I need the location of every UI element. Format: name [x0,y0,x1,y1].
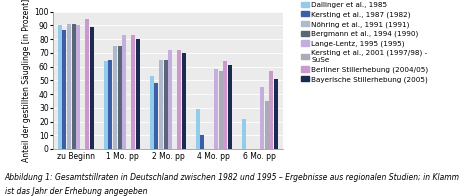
Bar [269,71,273,149]
Bar [67,24,71,149]
Legend: Dallinger et al., 1985, Kersting et al., 1987 (1982), Nöhring et al., 1991 (1991: Dallinger et al., 1985, Kersting et al.,… [301,2,427,83]
Bar [58,25,62,149]
Bar [90,27,94,149]
Bar [108,60,112,149]
Bar [168,50,172,149]
Bar [223,61,227,149]
Bar [136,39,140,149]
Bar [182,53,186,149]
Bar [228,65,232,149]
Bar [214,69,218,149]
Bar [122,35,126,149]
Bar [260,87,264,149]
Bar [163,60,168,149]
Bar [274,79,277,149]
Text: Abbildung 1: Gesamtstillraten in Deutschland zwischen 1982 und 1995 – Ergebnisse: Abbildung 1: Gesamtstillraten in Deutsch… [5,173,459,182]
Bar [264,101,269,149]
Bar [131,35,135,149]
Bar [159,60,163,149]
Text: ist das Jahr der Erhebung angegeben: ist das Jahr der Erhebung angegeben [5,187,147,196]
Bar [150,76,154,149]
Bar [104,61,108,149]
Y-axis label: Anteil der gestillten Säuglinge [in Prozent]: Anteil der gestillten Säuglinge [in Proz… [22,0,31,162]
Bar [196,109,200,149]
Bar [76,25,80,149]
Bar [118,46,122,149]
Bar [241,119,246,149]
Bar [177,50,181,149]
Bar [72,24,76,149]
Bar [218,71,223,149]
Bar [113,46,117,149]
Bar [85,19,90,149]
Bar [200,135,204,149]
Bar [62,30,67,149]
Bar [154,83,158,149]
